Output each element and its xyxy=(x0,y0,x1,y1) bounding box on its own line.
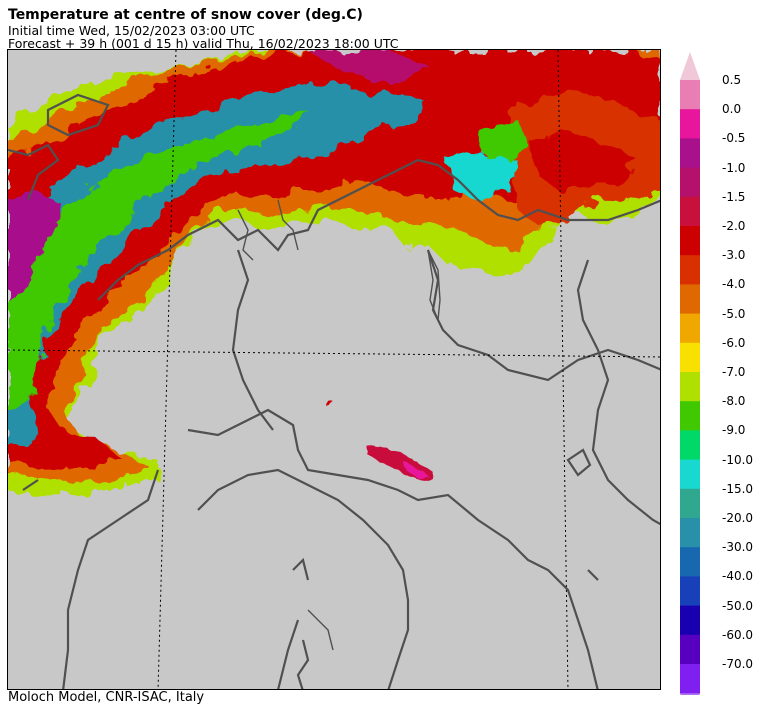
legend-label: -0.5 xyxy=(722,131,746,146)
legend-top-triangle xyxy=(680,52,700,80)
legend-label: -15.0 xyxy=(722,481,754,496)
legend-label: -30.0 xyxy=(722,540,754,555)
snow-temperature-field xyxy=(8,50,660,495)
legend-label: -1.5 xyxy=(722,189,746,204)
legend-swatch xyxy=(680,255,700,285)
legend-swatch xyxy=(680,196,700,227)
legend-label: 0.5 xyxy=(722,73,742,87)
color-scale-legend xyxy=(680,52,700,695)
legend-swatch xyxy=(680,313,700,344)
legend-swatch xyxy=(680,401,700,431)
map-panel xyxy=(7,49,661,690)
legend-label: 0.0 xyxy=(722,102,742,117)
legend-swatch xyxy=(680,518,700,548)
legend-swatch xyxy=(680,109,700,139)
legend-swatch xyxy=(680,634,700,665)
legend-label: -1.0 xyxy=(722,160,746,175)
forecast-time: Forecast + 39 h (001 d 15 h) valid Thu, … xyxy=(8,36,399,51)
legend-label: -4.0 xyxy=(722,277,746,292)
legend-label: -10.0 xyxy=(722,452,754,467)
legend-swatch xyxy=(680,342,700,373)
legend-bottom-triangle xyxy=(680,693,700,695)
legend-label: -3.0 xyxy=(722,248,746,263)
legend-swatch xyxy=(680,459,700,490)
legend-swatch xyxy=(680,547,700,577)
legend-label: -60.0 xyxy=(722,627,754,642)
legend-swatch xyxy=(680,430,700,461)
lake-outlines xyxy=(237,199,441,651)
legend-swatch xyxy=(680,80,700,110)
credit-footer: Moloch Model, CNR-ISAC, Italy xyxy=(8,690,205,705)
legend-label: -2.0 xyxy=(722,219,746,233)
legend-swatch xyxy=(680,576,700,607)
legend-label: -40.0 xyxy=(722,569,754,584)
legend-label: -50.0 xyxy=(722,598,754,613)
legend-swatch xyxy=(680,488,700,519)
legend-swatch xyxy=(680,138,700,169)
legend-swatch xyxy=(680,284,700,315)
initial-time: Initial time Wed, 15/02/2023 03:00 UTC xyxy=(8,23,255,38)
legend-label: -8.0 xyxy=(722,394,746,409)
legend-label: -20.0 xyxy=(722,511,754,525)
legend-label: -9.0 xyxy=(722,423,746,438)
legend-swatch xyxy=(680,664,700,694)
legend-label: -70.0 xyxy=(722,657,754,671)
legend-label: -6.0 xyxy=(722,335,746,350)
map-title: Temperature at centre of snow cover (deg… xyxy=(8,7,363,23)
legend-swatch xyxy=(680,605,700,636)
lat-lon-grid xyxy=(8,50,660,689)
legend-swatch xyxy=(680,167,700,198)
legend-label: -7.0 xyxy=(722,365,746,379)
map-canvas xyxy=(8,50,660,689)
legend-swatch xyxy=(680,372,700,402)
legend-label: -5.0 xyxy=(722,306,746,321)
legend-swatch xyxy=(680,226,700,256)
country-boundaries xyxy=(8,93,660,689)
